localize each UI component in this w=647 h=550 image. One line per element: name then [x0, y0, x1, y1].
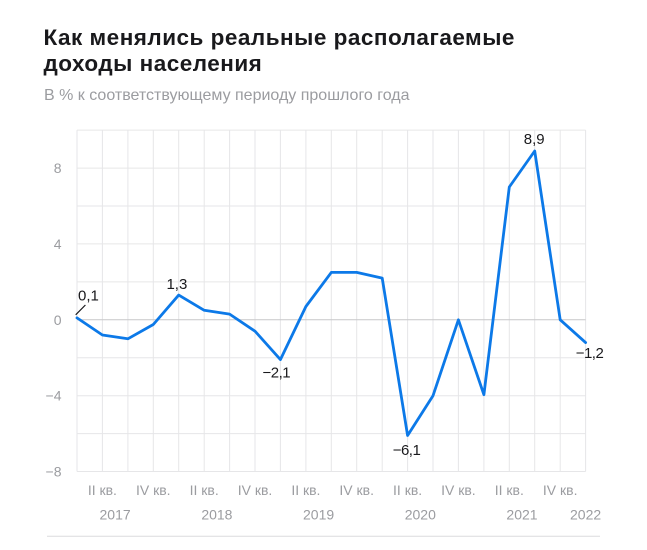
- svg-text:4: 4: [54, 236, 62, 252]
- svg-text:−4: −4: [46, 388, 62, 404]
- svg-text:II кв.: II кв.: [88, 482, 117, 498]
- svg-text:IV кв.: IV кв.: [238, 482, 273, 498]
- svg-text:2022: 2022: [570, 507, 601, 523]
- svg-text:II кв.: II кв.: [393, 482, 422, 498]
- svg-text:−8: −8: [46, 464, 62, 480]
- svg-text:1,3: 1,3: [166, 276, 187, 293]
- svg-text:−2,1: −2,1: [262, 365, 290, 382]
- svg-text:2021: 2021: [506, 507, 537, 523]
- svg-text:0: 0: [54, 312, 62, 328]
- svg-text:II кв.: II кв.: [190, 482, 219, 498]
- svg-text:0,1: 0,1: [78, 288, 99, 305]
- svg-text:2019: 2019: [303, 507, 334, 523]
- svg-text:IV кв.: IV кв.: [441, 482, 476, 498]
- svg-text:IV кв.: IV кв.: [543, 482, 578, 498]
- svg-text:−1,2: −1,2: [576, 345, 604, 362]
- svg-text:2017: 2017: [100, 507, 131, 523]
- svg-text:IV кв.: IV кв.: [339, 482, 374, 498]
- svg-text:8,9: 8,9: [524, 131, 545, 148]
- svg-text:−6,1: −6,1: [393, 442, 421, 459]
- svg-text:2018: 2018: [201, 507, 232, 523]
- svg-text:2020: 2020: [405, 507, 436, 523]
- svg-text:IV кв.: IV кв.: [136, 482, 171, 498]
- svg-text:II кв.: II кв.: [495, 482, 524, 498]
- svg-text:8: 8: [54, 160, 62, 176]
- svg-text:II кв.: II кв.: [291, 482, 320, 498]
